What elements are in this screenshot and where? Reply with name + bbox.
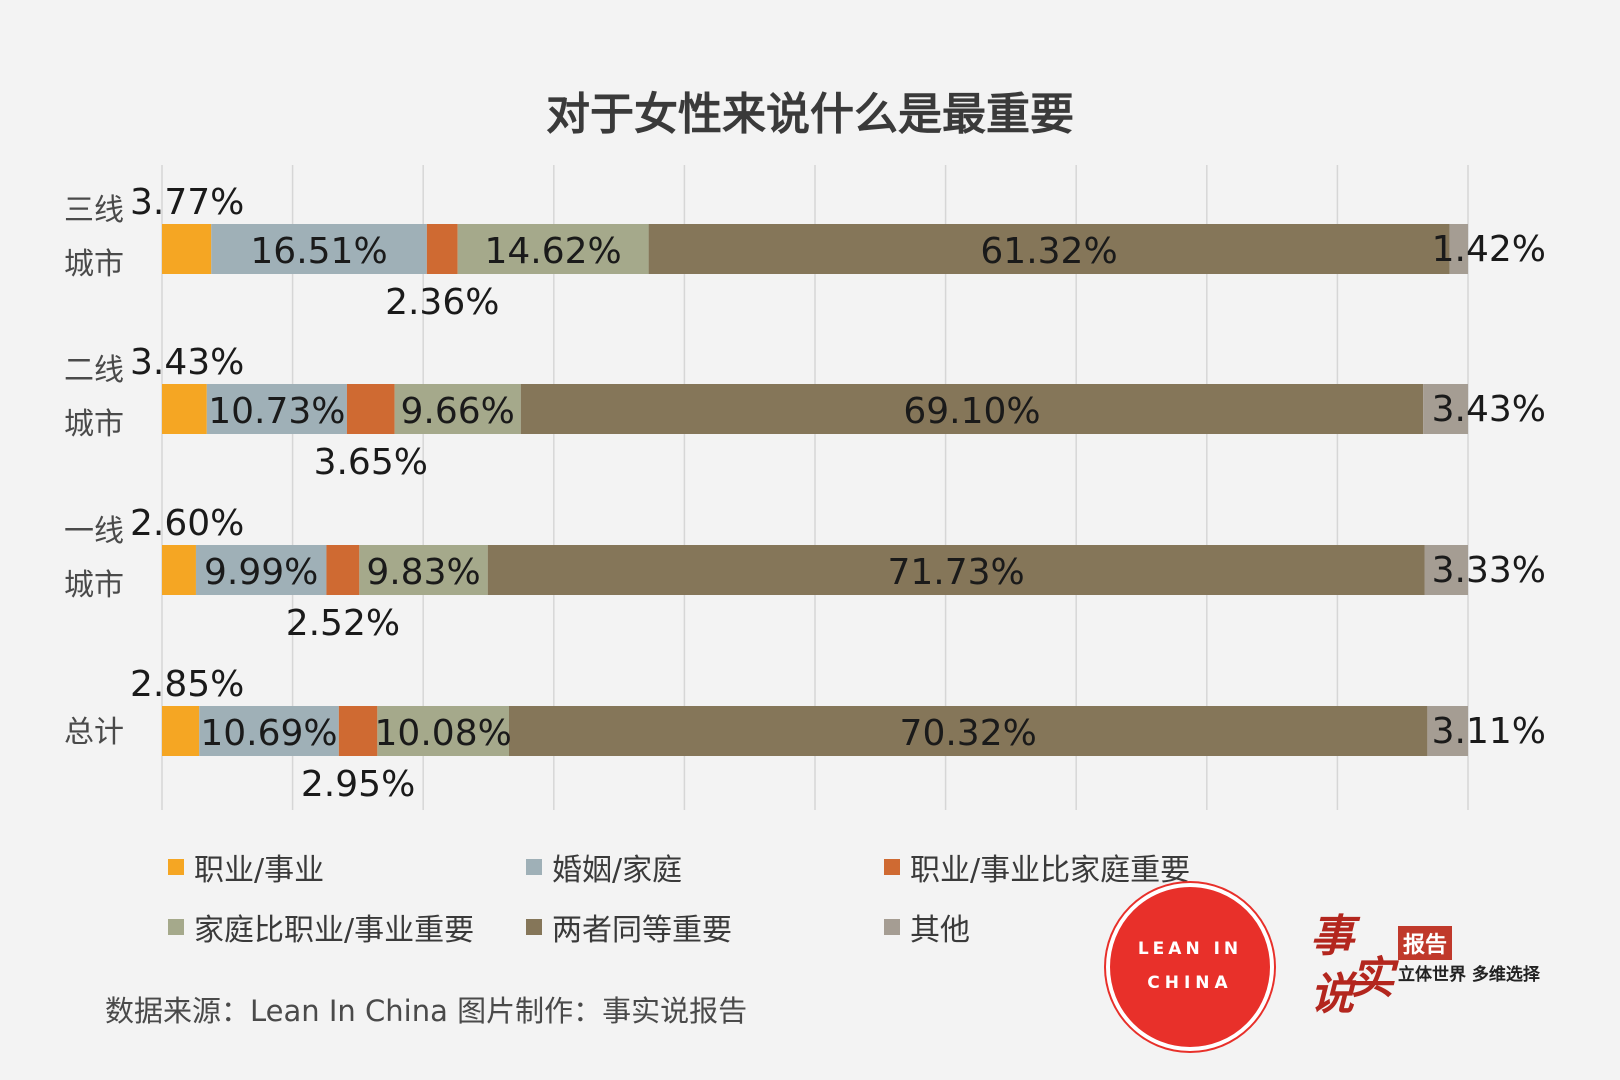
bar-segment (377, 706, 510, 756)
legend-item: 其他 (884, 905, 1264, 949)
bar-segment (162, 545, 196, 595)
data-label: 2.85% (130, 664, 244, 705)
legend-swatch (526, 859, 542, 875)
bar-segment (1424, 545, 1468, 595)
bar-segment (326, 545, 360, 595)
lean-logo-line1: LEAN IN (1137, 939, 1243, 959)
bar-segment (487, 545, 1425, 595)
data-label: 10.73% (208, 391, 345, 432)
category-label: 总计 (64, 715, 124, 750)
data-label: 3.77% (130, 182, 244, 223)
data-label: 3.11% (1432, 711, 1546, 752)
data-label: 71.73% (887, 552, 1024, 593)
category-label: 二线城市 (64, 353, 124, 442)
legend-swatch (168, 859, 184, 875)
brand-char-1: 事 (1310, 911, 1354, 962)
brand-badge: 报告 (1398, 926, 1453, 960)
bar-segment (162, 384, 207, 434)
legend-swatch (526, 919, 542, 935)
bar-segment (195, 545, 327, 595)
category-label: 一线城市 (64, 514, 124, 603)
legend-label: 两者同等重要 (552, 913, 732, 948)
legend-swatch (884, 919, 900, 935)
data-label: 3.33% (1432, 550, 1546, 591)
bar-segment (206, 384, 347, 434)
legend-item: 家庭比职业/事业重要 (168, 905, 526, 949)
lean-in-china-logo: LEAN IN CHINA (1106, 883, 1274, 1051)
lean-logo-line2: CHINA (1147, 973, 1233, 993)
bar-segment (457, 224, 649, 274)
data-labels: 3.77%16.51% 2.36% 14.62% 61.32% 1.42% 3.43% 10… (130, 182, 1546, 805)
data-label: 9.66% (400, 391, 514, 432)
data-label: 3.43% (130, 342, 244, 383)
bar-segments (162, 224, 1468, 756)
legend-item: 两者同等重要 (526, 905, 884, 949)
legend-label: 婚姻/家庭 (552, 853, 683, 888)
bar-segment (1449, 224, 1468, 274)
legend-item: 职业/事业 (168, 845, 526, 889)
data-label: 2.52% (286, 603, 400, 644)
source-note: 数据来源：Lean In China 图片制作：事实说报告 (105, 994, 748, 1028)
brand-char-3: 说 (1310, 969, 1354, 1020)
data-label: 3.65% (314, 442, 428, 483)
data-label: 61.32% (980, 231, 1117, 272)
bar-segment (211, 224, 427, 274)
data-label: 9.99% (204, 552, 318, 593)
brand-logo: 事 实 说 报告 立体世界 多维选择 (1310, 900, 1570, 1020)
bar-segment (520, 384, 1424, 434)
bar-segment (162, 706, 200, 756)
legend-label: 职业/事业比家庭重要 (910, 853, 1191, 888)
bar-segment (162, 224, 212, 274)
data-label: 2.36% (385, 282, 499, 323)
legend-swatch (884, 859, 900, 875)
bar-segment (359, 545, 488, 595)
bar-segment (426, 224, 458, 274)
data-label: 16.51% (250, 231, 387, 272)
data-label: 10.69% (200, 713, 337, 754)
legend-item: 婚姻/家庭 (526, 845, 884, 889)
bar-segment (1427, 706, 1468, 756)
legend-label: 其他 (910, 913, 970, 948)
data-label: 2.60% (130, 503, 244, 544)
data-label: 3.43% (1432, 389, 1546, 430)
data-label: 9.83% (366, 552, 480, 593)
data-label: 10.08% (375, 713, 512, 754)
legend-item: 职业/事业比家庭重要 (884, 845, 1264, 889)
bar-segment (199, 706, 339, 756)
brand-slogan: 立体世界 多维选择 (1398, 965, 1540, 985)
data-label: 1.42% (1432, 229, 1546, 270)
bar-segment (509, 706, 1428, 756)
bar-segment (1423, 384, 1468, 434)
data-label: 14.62% (485, 231, 622, 272)
legend-label: 职业/事业 (194, 853, 325, 888)
data-label: 70.32% (900, 713, 1037, 754)
category-label: 三线城市 (64, 193, 124, 282)
bar-segment (648, 224, 1450, 274)
bar-segment (394, 384, 521, 434)
legend: 职业/事业 婚姻/家庭 职业/事业比家庭重要家庭比职业/事业重要 两者同等重要 其他 (168, 845, 1268, 949)
bar-segment (346, 384, 395, 434)
data-label: 2.95% (301, 764, 415, 805)
legend-label: 家庭比职业/事业重要 (194, 913, 475, 948)
chart-title: 对于女性来说什么是最重要 (546, 89, 1074, 140)
data-label: 69.10% (903, 391, 1040, 432)
brand-char-2: 实 (1350, 953, 1394, 1004)
bar-segment (338, 706, 378, 756)
legend-swatch (168, 919, 184, 935)
